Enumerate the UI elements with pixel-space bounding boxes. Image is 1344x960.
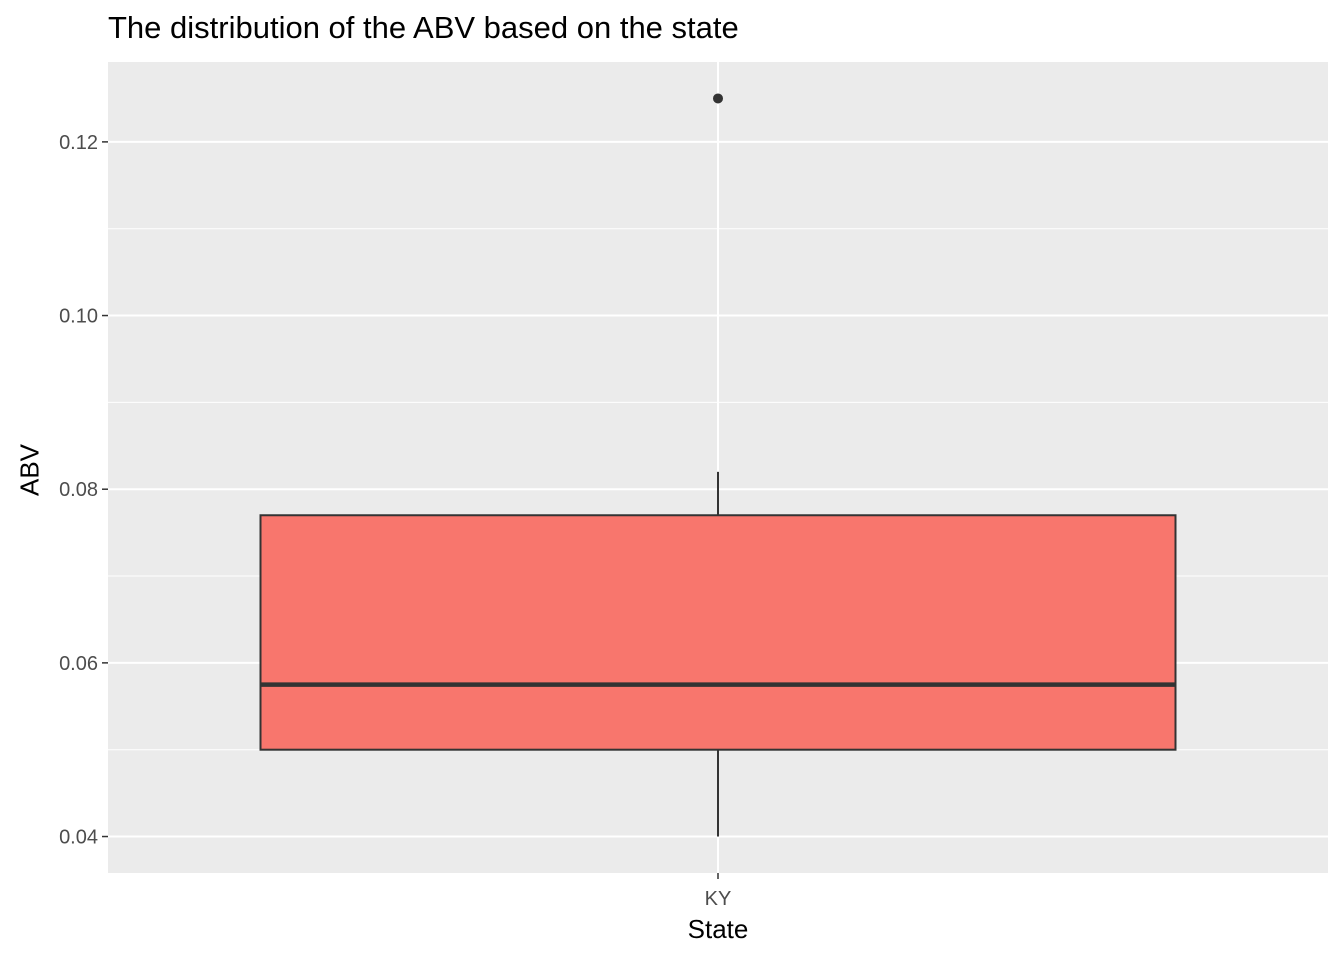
box-iqr xyxy=(259,514,1177,751)
y-tick-label: 0.04 xyxy=(59,827,98,849)
y-tick-label: 0.06 xyxy=(59,653,98,675)
y-tick-label: 0.10 xyxy=(59,306,98,328)
y-axis: 0.04 0.06 0.08 0.10 0.12 xyxy=(59,132,108,849)
x-axis-label: State xyxy=(687,914,749,944)
x-tick-label: KY xyxy=(705,888,732,910)
x-axis: KY xyxy=(705,873,732,910)
y-tick-label: 0.08 xyxy=(59,479,98,501)
outlier-point xyxy=(713,93,723,104)
y-tick-label: 0.12 xyxy=(59,132,98,154)
chart-title: The distribution of the ABV based on the… xyxy=(108,10,739,45)
box-layer xyxy=(259,93,1177,837)
